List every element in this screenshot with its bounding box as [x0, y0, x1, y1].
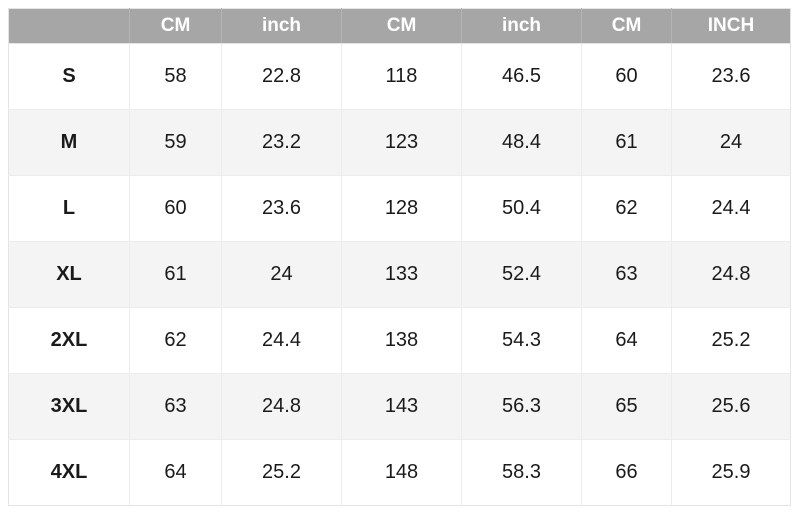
- header-cell-chest-cm: CM: [341, 8, 462, 44]
- size-label: M: [8, 109, 130, 176]
- size-chart-table: CM inch CM inch CM INCH S 58 22.8 118 46…: [8, 8, 791, 506]
- cell-length-inch: 25.9: [671, 439, 791, 506]
- cell-chest-cm: 143: [341, 373, 462, 440]
- cell-chest-cm: 118: [341, 43, 462, 110]
- table-row: S 58 22.8 118 46.5 60 23.6: [8, 43, 791, 110]
- header-cell-shoulder-cm: CM: [129, 8, 222, 44]
- cell-length-cm: 66: [581, 439, 672, 506]
- size-label: 3XL: [8, 373, 130, 440]
- size-label: 2XL: [8, 307, 130, 374]
- size-label: S: [8, 43, 130, 110]
- cell-shoulder-cm: 58: [129, 43, 222, 110]
- cell-length-cm: 65: [581, 373, 672, 440]
- cell-length-inch: 25.2: [671, 307, 791, 374]
- cell-length-inch: 25.6: [671, 373, 791, 440]
- cell-chest-cm: 138: [341, 307, 462, 374]
- cell-shoulder-inch: 23.2: [221, 109, 342, 176]
- cell-shoulder-cm: 59: [129, 109, 222, 176]
- table-row: XL 61 24 133 52.4 63 24.8: [8, 241, 791, 308]
- cell-shoulder-inch: 25.2: [221, 439, 342, 506]
- table-header: CM inch CM inch CM INCH: [8, 8, 791, 44]
- cell-shoulder-inch: 22.8: [221, 43, 342, 110]
- cell-shoulder-inch: 24.4: [221, 307, 342, 374]
- cell-length-cm: 64: [581, 307, 672, 374]
- cell-chest-cm: 133: [341, 241, 462, 308]
- table-row: 2XL 62 24.4 138 54.3 64 25.2: [8, 307, 791, 374]
- cell-chest-inch: 46.5: [461, 43, 582, 110]
- cell-shoulder-inch: 24: [221, 241, 342, 308]
- cell-shoulder-cm: 63: [129, 373, 222, 440]
- cell-shoulder-cm: 61: [129, 241, 222, 308]
- cell-chest-inch: 58.3: [461, 439, 582, 506]
- size-label: XL: [8, 241, 130, 308]
- header-cell-length-inch: INCH: [671, 8, 791, 44]
- header-cell-chest-inch: inch: [461, 8, 582, 44]
- header-cell-shoulder-inch: inch: [221, 8, 342, 44]
- cell-shoulder-cm: 64: [129, 439, 222, 506]
- table-row: 4XL 64 25.2 148 58.3 66 25.9: [8, 439, 791, 506]
- cell-length-inch: 24.8: [671, 241, 791, 308]
- size-label: L: [8, 175, 130, 242]
- cell-length-cm: 61: [581, 109, 672, 176]
- cell-length-cm: 60: [581, 43, 672, 110]
- cell-shoulder-inch: 23.6: [221, 175, 342, 242]
- table-row: 3XL 63 24.8 143 56.3 65 25.6: [8, 373, 791, 440]
- cell-length-inch: 23.6: [671, 43, 791, 110]
- cell-shoulder-inch: 24.8: [221, 373, 342, 440]
- header-cell-length-cm: CM: [581, 8, 672, 44]
- cell-chest-cm: 148: [341, 439, 462, 506]
- cell-chest-inch: 56.3: [461, 373, 582, 440]
- cell-length-inch: 24: [671, 109, 791, 176]
- cell-chest-inch: 50.4: [461, 175, 582, 242]
- table-row: M 59 23.2 123 48.4 61 24: [8, 109, 791, 176]
- cell-length-cm: 62: [581, 175, 672, 242]
- cell-chest-inch: 48.4: [461, 109, 582, 176]
- cell-length-inch: 24.4: [671, 175, 791, 242]
- cell-chest-inch: 52.4: [461, 241, 582, 308]
- cell-chest-cm: 128: [341, 175, 462, 242]
- cell-shoulder-cm: 60: [129, 175, 222, 242]
- header-cell-size: [8, 8, 130, 44]
- header-row: CM inch CM inch CM INCH: [8, 8, 791, 44]
- cell-shoulder-cm: 62: [129, 307, 222, 374]
- size-label: 4XL: [8, 439, 130, 506]
- cell-chest-inch: 54.3: [461, 307, 582, 374]
- cell-chest-cm: 123: [341, 109, 462, 176]
- size-chart-container: CM inch CM inch CM INCH S 58 22.8 118 46…: [8, 8, 791, 506]
- cell-length-cm: 63: [581, 241, 672, 308]
- table-body: S 58 22.8 118 46.5 60 23.6 M 59 23.2 123…: [8, 43, 791, 506]
- table-row: L 60 23.6 128 50.4 62 24.4: [8, 175, 791, 242]
